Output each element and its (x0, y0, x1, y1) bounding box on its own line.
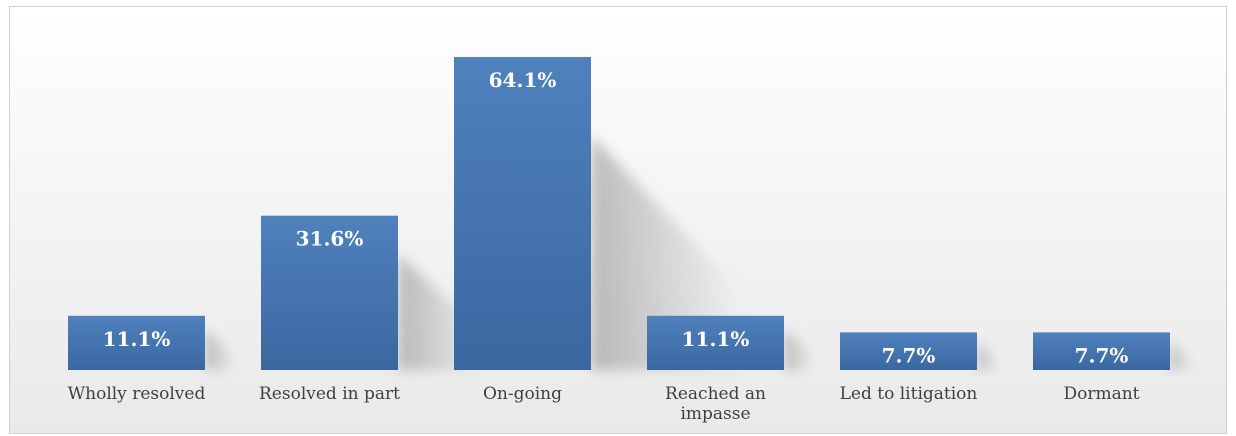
bar-shadow (1170, 341, 1191, 370)
category-label: Dormant (1063, 384, 1139, 404)
data-label: 7.7% (1075, 343, 1129, 367)
category-label: impasse (680, 404, 750, 424)
category-label: Reached an (665, 384, 766, 404)
bar (261, 215, 398, 370)
bar-shadow (977, 341, 998, 370)
category-label: Led to litigation (840, 384, 978, 404)
data-label: 7.7% (882, 343, 936, 367)
bar-shadow (784, 329, 814, 370)
category-label: On-going (483, 384, 562, 404)
bar (454, 57, 591, 370)
data-label: 31.6% (296, 227, 364, 251)
bar (68, 315, 205, 370)
data-label: 64.1% (489, 68, 557, 92)
bar (1033, 332, 1170, 370)
category-label: Resolved in part (259, 384, 400, 404)
category-label: Wholly resolved (68, 384, 206, 404)
bar-shadow (205, 329, 235, 370)
bar (647, 315, 784, 370)
bar-shadow (591, 135, 741, 370)
data-label: 11.1% (682, 327, 750, 351)
bar (840, 332, 977, 370)
data-label: 11.1% (103, 327, 171, 351)
